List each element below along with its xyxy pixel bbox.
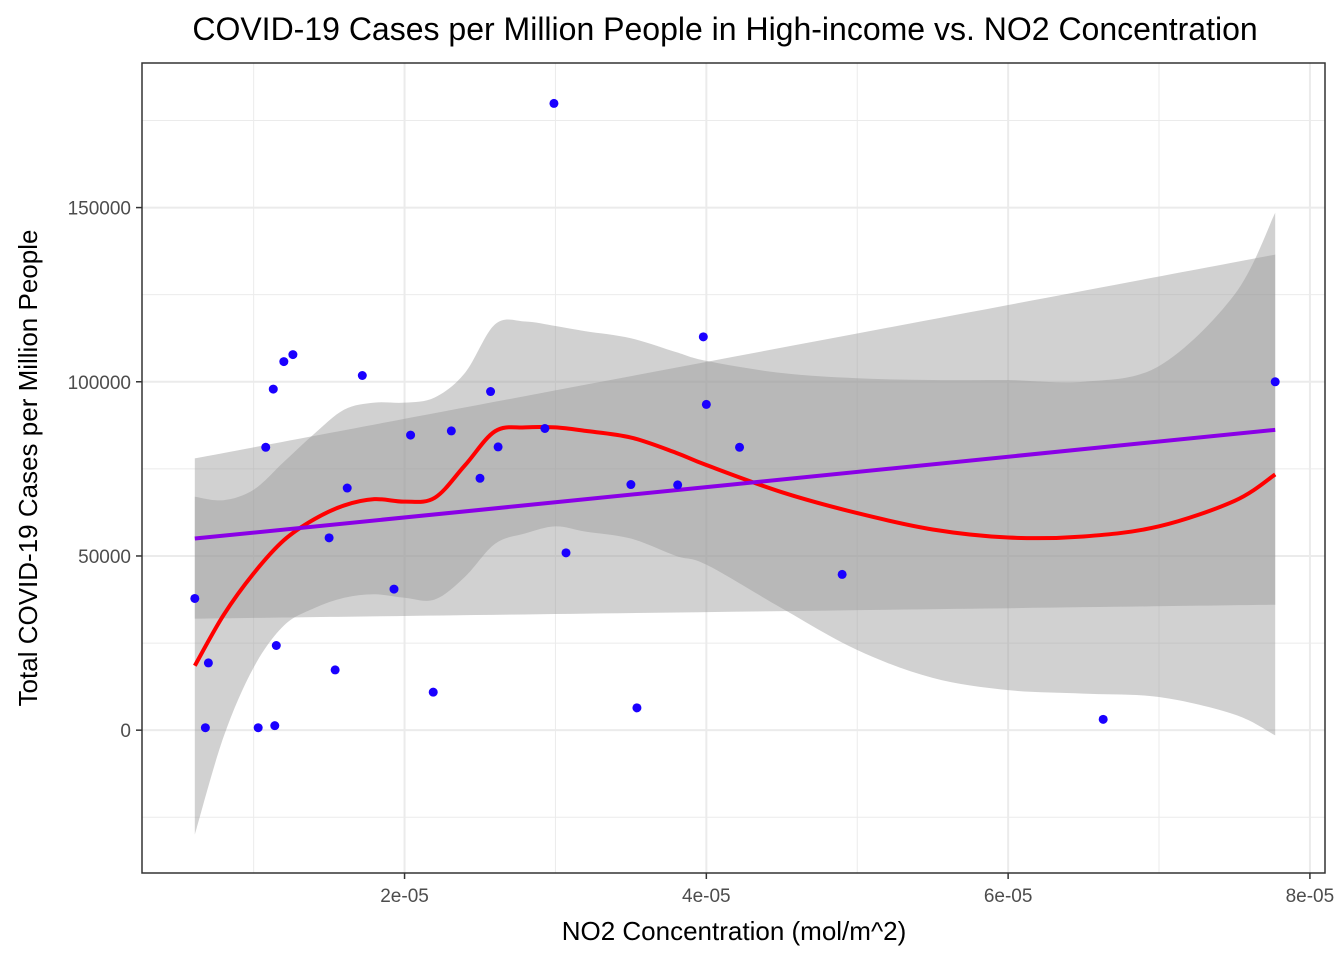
scatter-point (493, 442, 503, 452)
x-tick-label: 4e-05 (682, 886, 731, 907)
scatter-point (428, 687, 438, 697)
scatter-point (330, 665, 340, 675)
y-tick-label: 100000 (68, 373, 131, 394)
scatter-point (406, 430, 416, 440)
scatter-point (203, 658, 213, 668)
scatter-point (1270, 377, 1280, 387)
grid-minor-lines (142, 63, 1325, 873)
scatter-point (288, 350, 298, 360)
scatter-point (698, 332, 708, 342)
scatter-point (279, 357, 289, 367)
scatter-point (253, 723, 263, 733)
scatter-point (357, 371, 367, 381)
grid-major-lines (142, 63, 1325, 873)
scatter-point (389, 584, 399, 594)
scatter-point (268, 384, 278, 394)
loess-confidence-band (194, 212, 1276, 835)
scatter-point (200, 723, 210, 733)
scatter-point (486, 387, 496, 397)
fit-lines (193, 424, 1277, 667)
scatter-point (540, 423, 550, 433)
y-tick-label: 150000 (68, 199, 131, 220)
scatter-point (549, 98, 559, 108)
y-tick-label: 50000 (78, 547, 131, 568)
y-axis-title: Total COVID-19 Cases per Million People (13, 230, 43, 707)
confidence-bands (194, 212, 1276, 835)
linear-fit-line (194, 427, 1276, 541)
x-tick-label: 8e-05 (1286, 886, 1335, 907)
scatter-point (701, 399, 711, 409)
linear-confidence-band (194, 254, 1276, 619)
scatter-point (561, 548, 571, 558)
scatter-points (190, 98, 1280, 733)
scatter-point (475, 473, 485, 483)
scatter-point (673, 480, 683, 490)
scatter-point (342, 483, 352, 493)
x-tick-label: 2e-05 (380, 886, 429, 907)
scatter-point (261, 442, 271, 452)
scatter-point (271, 641, 281, 651)
scatter-point (270, 721, 280, 731)
x-axis-title: NO2 Concentration (mol/m^2) (562, 916, 907, 946)
scatter-point (735, 442, 745, 452)
y-tick-label: 0 (120, 721, 131, 742)
loess-fit-line (193, 424, 1277, 667)
scatter-point (1098, 714, 1108, 724)
panel-border (141, 62, 1326, 874)
scatter-point (626, 480, 636, 490)
scatter-point (837, 569, 847, 579)
y-axis-ticks: 0 50000 100000 150000 (68, 199, 142, 742)
x-axis-ticks: 2e-05 4e-05 6e-05 8e-05 (380, 873, 1334, 907)
scatter-point (632, 703, 642, 713)
scatter-point (324, 533, 334, 543)
x-tick-label: 6e-05 (984, 886, 1033, 907)
scatter-point (190, 593, 200, 603)
scatter-point (446, 426, 456, 436)
chart-title: COVID-19 Cases per Million People in Hig… (192, 11, 1257, 47)
